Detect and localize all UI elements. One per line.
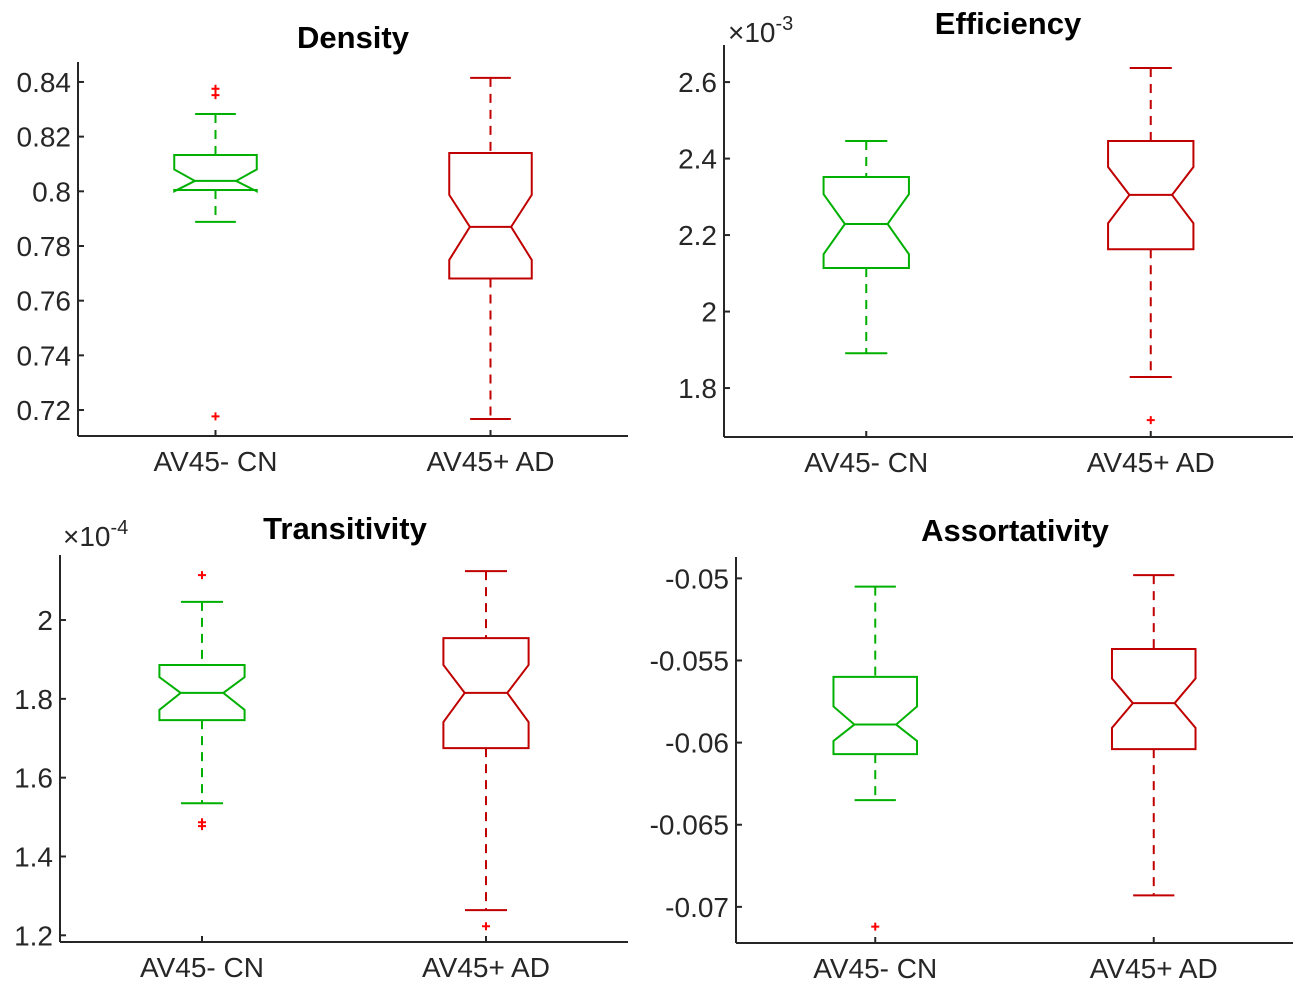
y-tick-label: 1.8: [678, 373, 717, 404]
y-tick-label: 0.76: [17, 286, 72, 317]
x-tick-label: AV45+ AD: [1087, 447, 1215, 478]
x-tick-label: AV45- CN: [813, 953, 937, 984]
notched-box: [1110, 647, 1197, 751]
box-av45-ad: [1110, 574, 1197, 897]
chart-title: Efficiency: [935, 6, 1082, 41]
panel-efficiency: Efficiency ×10-3 1.8 2 2.2 2.4 2.6 AV45- CN AV45…: [678, 6, 1293, 478]
outlier-marker: [198, 822, 206, 831]
y-tick-label: -0.07: [665, 892, 729, 923]
outlier-marker: [482, 922, 490, 931]
outlier-marker: [1146, 416, 1155, 425]
chart-title: Assortativity: [921, 513, 1110, 548]
y-tick-label: 1.4: [14, 841, 53, 872]
y-tick-label: 1.8: [14, 684, 53, 715]
axis-exponent-label: ×10-4: [63, 517, 128, 552]
y-tick-label: -0.065: [650, 810, 729, 841]
y-tick-label: 2.4: [678, 144, 717, 175]
y-tick-label: -0.05: [665, 563, 729, 594]
box-av45-ad: [1107, 66, 1195, 425]
x-tick-label: AV45+ AD: [427, 446, 555, 477]
x-tick-label: AV45+ AD: [422, 952, 550, 983]
box-av45-cn: [173, 84, 258, 421]
panel-density: Density 0.72 0.74 0.76 0.78 0.8 0.82 0.84 AV45- …: [17, 20, 628, 477]
x-tick-label: AV45- CN: [154, 446, 278, 477]
notched-box: [822, 175, 910, 269]
y-tick-label: 2.2: [678, 220, 717, 251]
box-av45-cn: [158, 571, 246, 831]
notched-box: [448, 152, 533, 280]
y-tick-label: 2: [37, 605, 53, 636]
chart-title: Density: [297, 20, 410, 55]
y-tick-label: 0.8: [32, 176, 71, 207]
notched-box: [1107, 139, 1195, 251]
outlier-marker: [871, 922, 880, 931]
notched-box: [442, 637, 530, 750]
y-tick-label: -0.06: [665, 728, 729, 759]
box-av45-ad: [448, 76, 533, 421]
box-av45-ad: [442, 570, 530, 931]
y-tick-label: 0.72: [17, 395, 72, 426]
y-tick-label: 0.78: [17, 231, 72, 262]
notched-box: [158, 663, 246, 722]
outlier-marker: [198, 571, 206, 580]
box-av45-cn: [832, 585, 919, 931]
x-tick-label: AV45- CN: [804, 447, 928, 478]
y-tick-label: 0.84: [17, 67, 72, 98]
y-tick-label: -0.055: [650, 645, 729, 676]
y-tick-label: 2.6: [678, 67, 717, 98]
y-tick-label: 2: [701, 297, 717, 328]
y-tick-label: 1.6: [14, 763, 53, 794]
x-tick-label: AV45+ AD: [1090, 953, 1218, 984]
panel-assortativity: Assortativity -0.07 -0.065 -0.06 -0.055 -0.05…: [650, 513, 1293, 984]
axis-exponent-label: ×10-3: [728, 13, 793, 48]
notched-box: [173, 153, 258, 193]
box-av45-cn: [822, 139, 910, 355]
outlier-marker: [211, 412, 220, 421]
x-tick-label: AV45- CN: [140, 952, 264, 983]
outlier-marker: [211, 91, 220, 100]
y-tick-label: 0.82: [17, 122, 72, 153]
y-tick-label: 0.74: [17, 340, 72, 371]
notched-box: [832, 675, 919, 756]
y-tick-label: 1.2: [14, 920, 53, 951]
chart-title: Transitivity: [263, 511, 427, 546]
panel-transitivity: Transitivity ×10-4 1.2 1.4 1.6 1.8 2 AV45- CN AV…: [14, 511, 628, 983]
